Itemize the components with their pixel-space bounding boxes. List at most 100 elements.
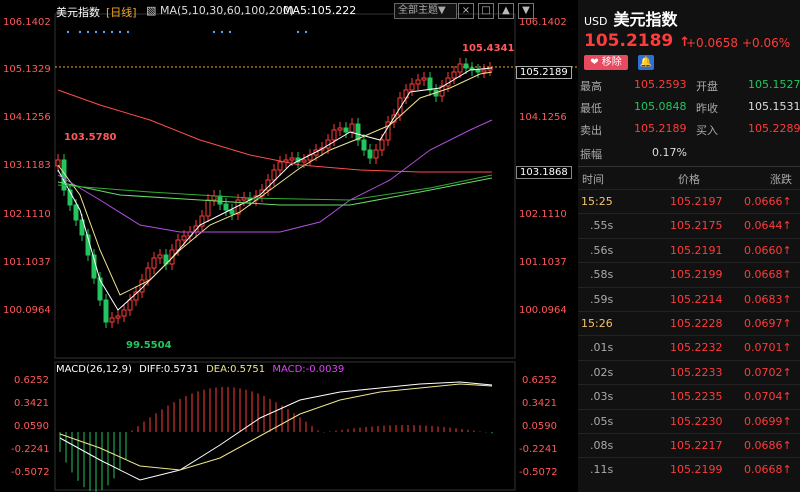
candle xyxy=(241,197,247,201)
header-time: 时间 xyxy=(582,173,604,186)
tick-time: .58s xyxy=(590,268,614,282)
scroll-down-icon[interactable]: ▼ xyxy=(518,3,534,19)
tick-row: .59s 105.2214 0.0683↑ xyxy=(578,286,800,312)
tick-time: .11s xyxy=(590,463,614,477)
candle xyxy=(277,161,283,171)
tick-row: 15:25 105.2197 0.0666↑ xyxy=(578,189,800,214)
price-axis-label-right: 100.0964 xyxy=(519,305,567,316)
quote-value: 105.1527 xyxy=(748,78,800,91)
tick-change: 0.0668↑ xyxy=(744,463,792,477)
tick-time: .02s xyxy=(590,365,614,379)
tick-row: .08s 105.2217 0.0686↑ xyxy=(578,433,800,458)
candle xyxy=(103,299,109,323)
remove-favorite-button[interactable]: ❤ 移除 xyxy=(584,55,628,70)
instrument-name: 美元指数 xyxy=(613,10,678,29)
ma200-line xyxy=(57,174,493,201)
tick-time: .55s xyxy=(590,219,614,233)
candle xyxy=(157,254,163,259)
event-marker xyxy=(94,30,98,34)
tick-row: .11s 105.2199 0.0668↑ xyxy=(578,457,800,482)
candle xyxy=(121,309,127,317)
candle xyxy=(475,69,481,73)
theme-dropdown[interactable]: 全部主题▼ xyxy=(394,3,457,19)
macd-axis-label-right: -0.5072 xyxy=(519,467,558,478)
candle xyxy=(115,315,121,319)
macd-axis-label: 0.0590 xyxy=(14,421,49,432)
period-label[interactable]: [日线] xyxy=(106,6,137,19)
macd-axis-label: -0.2241 xyxy=(11,444,50,455)
candle xyxy=(211,195,217,201)
candle xyxy=(205,199,211,217)
dea-line xyxy=(59,383,493,471)
tick-row: .01s 105.2232 0.0701↑ xyxy=(578,335,800,360)
tick-change: 0.0686↑ xyxy=(744,439,792,452)
candle xyxy=(361,139,367,151)
kline-chart[interactable]: 美元指数 [日线] ▧ MA(5,10,30,60,100,200) MA5:1… xyxy=(0,0,578,492)
candle xyxy=(409,83,415,91)
ma-settings-icon[interactable]: ▧ xyxy=(146,4,157,17)
ma5-line xyxy=(57,67,493,311)
price-change: +0.0658 xyxy=(686,36,739,50)
ma60-line xyxy=(57,89,492,173)
event-marker xyxy=(212,30,216,34)
tick-change: 0.0701↑ xyxy=(744,341,792,355)
currency-label: USD xyxy=(584,15,608,28)
candle xyxy=(181,235,187,241)
window-icon[interactable]: □ xyxy=(478,3,494,19)
quote-row: 振幅 0.17% xyxy=(578,142,800,164)
candle xyxy=(127,299,133,311)
tick-change: 0.0668↑ xyxy=(744,268,792,282)
macd-axis-label: -0.5072 xyxy=(11,467,50,478)
candle xyxy=(457,63,463,73)
macd-pane-frame xyxy=(54,361,516,491)
chart-canvas[interactable] xyxy=(0,0,578,492)
tick-price: 105.2197 xyxy=(670,195,723,208)
tick-change: 0.0704↑ xyxy=(744,390,792,404)
event-marker xyxy=(110,30,114,34)
ma100-line xyxy=(57,177,493,206)
header-change: 涨跌 xyxy=(770,173,792,186)
tick-price: 105.2232 xyxy=(670,341,723,355)
price-axis-label: 101.1037 xyxy=(3,257,51,268)
bell-icon[interactable]: 🔔 xyxy=(638,55,654,70)
tick-price: 105.2191 xyxy=(670,243,723,257)
low-annotation: 99.5504 xyxy=(126,340,172,351)
candle xyxy=(55,159,61,167)
candle xyxy=(379,139,385,151)
candle xyxy=(271,169,277,181)
candle xyxy=(463,63,469,69)
close-icon[interactable]: × xyxy=(458,3,474,19)
ma5-value: MA5:105.222 xyxy=(283,4,357,17)
ticks-header: 时间 价格 涨跌 xyxy=(578,166,800,187)
macd-axis-label-right: 0.6252 xyxy=(522,375,557,386)
tick-change: 0.0702↑ xyxy=(744,365,792,379)
quote-label: 昨收 xyxy=(696,102,718,115)
candle xyxy=(343,127,349,133)
ma10-line xyxy=(57,71,493,296)
tick-price: 105.2230 xyxy=(670,414,723,428)
tick-change: 0.0660↑ xyxy=(744,243,792,257)
event-marker xyxy=(66,30,70,34)
quote-value: 105.0848 xyxy=(634,100,687,113)
price-axis-label: 103.1183 xyxy=(3,160,51,171)
macd-value: MACD:-0.0039 xyxy=(272,364,345,375)
tick-time: .08s xyxy=(590,439,614,452)
panel-title: USD 美元指数 xyxy=(584,6,678,30)
quote-row: 卖出 105.2189 买入 105.2289 xyxy=(578,118,800,140)
tick-time: 15:25 xyxy=(581,195,613,208)
macd-axis-label-right: 0.0590 xyxy=(522,421,557,432)
candle xyxy=(61,159,67,191)
diff-line xyxy=(59,381,493,481)
price-axis-label: 106.1402 xyxy=(3,17,51,28)
tick-row: .03s 105.2235 0.0704↑ xyxy=(578,384,800,409)
quote-row: 最高 105.2593 开盘 105.1527 xyxy=(578,74,800,96)
amplitude-value: 0.17% xyxy=(652,146,687,159)
tick-change: 0.0644↑ xyxy=(744,219,792,233)
candle xyxy=(337,127,343,131)
quote-label: 卖出 xyxy=(580,124,602,137)
candle xyxy=(67,189,73,206)
macd-axis-label-right: -0.2241 xyxy=(519,444,558,455)
header-price: 价格 xyxy=(678,173,700,186)
current-price-tag: 105.2189 xyxy=(516,66,572,79)
scroll-up-icon[interactable]: ▲ xyxy=(498,3,514,19)
